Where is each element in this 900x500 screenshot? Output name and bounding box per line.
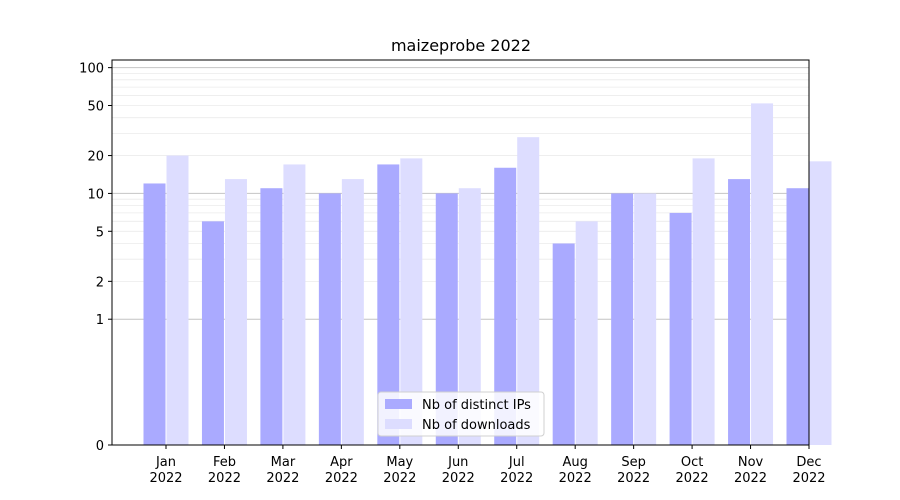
- x-tick-label-month: Nov: [738, 455, 764, 470]
- legend-swatch: [385, 399, 412, 409]
- legend-box: [377, 391, 545, 437]
- y-axis: 0 1 2 5 10 20 50 100: [79, 62, 112, 454]
- legend: Nb of distinct IPs Nb of downloads: [377, 391, 545, 437]
- x-tick-label-month: Jan: [155, 455, 176, 470]
- x-tick-label-year: 2022: [442, 471, 475, 486]
- bars: [143, 103, 832, 446]
- x-tick-label-month: Apr: [330, 455, 353, 470]
- y-tick-label: 0: [96, 439, 104, 454]
- bar-distinct-ips: [377, 164, 400, 445]
- bar-downloads: [224, 179, 247, 445]
- y-tick-label: 10: [87, 187, 104, 202]
- x-tick-label-year: 2022: [149, 471, 182, 486]
- bar-distinct-ips: [611, 193, 634, 445]
- bar-downloads: [341, 179, 364, 445]
- bar-downloads: [166, 155, 189, 446]
- x-tick-label-month: Dec: [796, 455, 821, 470]
- x-axis: Jan2022Feb2022Mar2022Apr2022May2022Jun20…: [149, 445, 826, 486]
- x-tick-label-month: Mar: [271, 455, 296, 470]
- x-tick-label-month: Aug: [562, 455, 587, 470]
- x-tick-label-year: 2022: [617, 471, 650, 486]
- y-tick-label: 100: [79, 62, 104, 77]
- bar-distinct-ips: [786, 188, 809, 445]
- chart-title: maizeprobe 2022: [391, 36, 531, 55]
- bar-distinct-ips: [318, 193, 341, 445]
- x-tick-label-month: Sep: [621, 455, 646, 470]
- bar-downloads: [283, 164, 306, 445]
- x-tick-label-year: 2022: [792, 471, 825, 486]
- legend-label: Nb of distinct IPs: [422, 398, 531, 413]
- x-tick-label-year: 2022: [734, 471, 767, 486]
- y-tick-label: 2: [96, 275, 104, 290]
- bar-downloads: [751, 103, 774, 446]
- bar-distinct-ips: [552, 243, 575, 445]
- bar-distinct-ips: [494, 167, 517, 445]
- bar-distinct-ips: [669, 212, 692, 445]
- x-tick-label-year: 2022: [266, 471, 299, 486]
- y-tick-label: 5: [96, 225, 104, 240]
- bar-downloads: [458, 188, 481, 445]
- bar-downloads: [634, 193, 657, 445]
- legend-label: Nb of downloads: [422, 418, 531, 433]
- bar-distinct-ips: [143, 183, 166, 445]
- bar-downloads: [400, 158, 423, 445]
- x-tick-label-year: 2022: [676, 471, 709, 486]
- y-tick-label: 50: [87, 100, 104, 115]
- x-tick-label-month: Jun: [447, 455, 468, 470]
- plot-frame: [111, 59, 810, 446]
- y-tick-label: 20: [87, 150, 104, 165]
- x-tick-label-month: May: [386, 455, 413, 470]
- x-tick-label-year: 2022: [383, 471, 416, 486]
- x-tick-label-month: Oct: [681, 455, 703, 470]
- bar-distinct-ips: [201, 221, 224, 445]
- bar-distinct-ips: [728, 179, 751, 445]
- bar-downloads: [575, 221, 598, 445]
- y-tick-label: 1: [96, 313, 104, 328]
- x-tick-label-year: 2022: [500, 471, 533, 486]
- legend-swatch: [385, 419, 412, 429]
- x-tick-label-month: Jul: [508, 455, 525, 470]
- bar-downloads: [517, 137, 540, 445]
- bar-distinct-ips: [260, 188, 283, 445]
- bar-distinct-ips: [435, 193, 458, 445]
- x-tick-label-year: 2022: [559, 471, 592, 486]
- x-tick-label-year: 2022: [325, 471, 358, 486]
- x-tick-label-month: Feb: [213, 455, 236, 470]
- bar-downloads: [692, 158, 715, 445]
- bar-downloads: [809, 161, 832, 445]
- x-tick-label-year: 2022: [208, 471, 241, 486]
